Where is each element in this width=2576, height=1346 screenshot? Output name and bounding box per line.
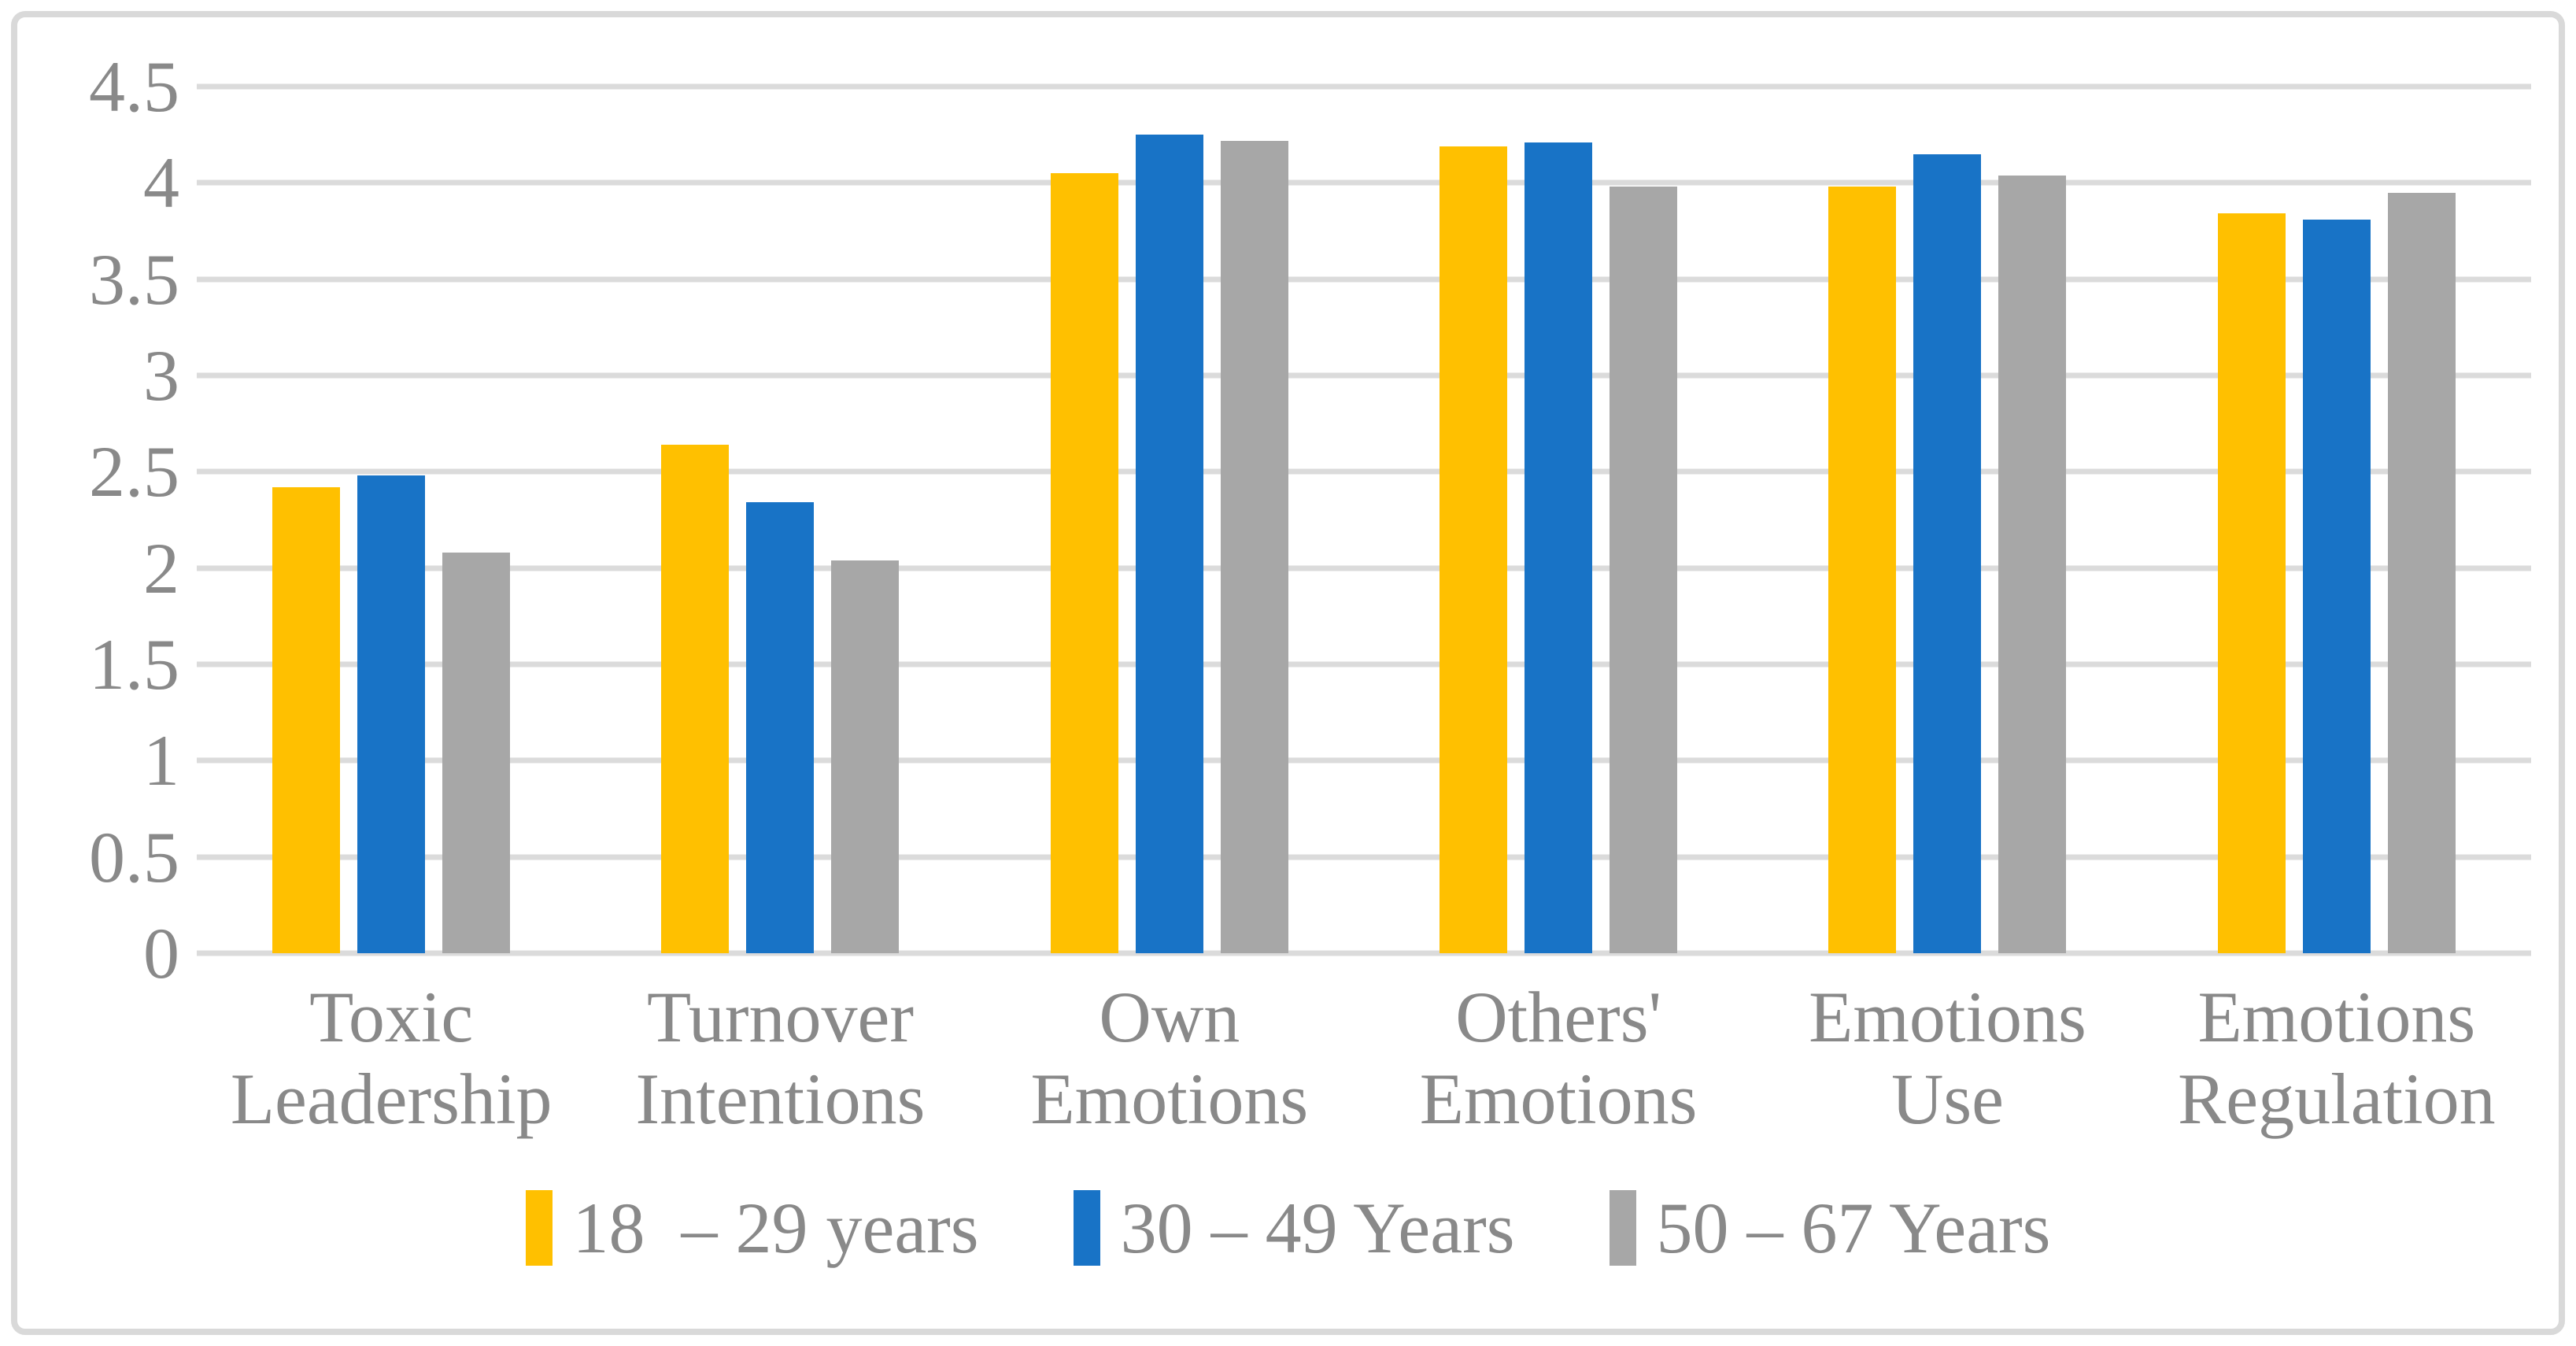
category-label-line: Turnover <box>646 977 915 1057</box>
legend-label: 18 – 29 years <box>572 1188 979 1268</box>
bar <box>1050 173 1118 953</box>
y-axis: 4.5 4 3.5 3 2.5 2 1.5 1 0.5 0 <box>0 50 179 989</box>
category-label: Emotions Use <box>1753 976 2142 1140</box>
gridline <box>197 950 2531 956</box>
category-label: Turnover Intentions <box>586 976 974 1140</box>
bars-layer <box>197 87 2531 953</box>
bar <box>746 502 815 953</box>
y-tick-label: 3.5 <box>89 239 179 320</box>
y-tick-label: 2 <box>143 527 179 608</box>
category-label: Others' Emotions <box>1364 976 1753 1140</box>
category-label-line: Leadership <box>230 1059 553 1139</box>
gridline <box>197 83 2531 90</box>
category-label-line: Emotions <box>2197 977 2476 1057</box>
gridline <box>197 276 2531 283</box>
bar <box>831 560 900 953</box>
category-label-line: Emotions Use <box>1809 977 2086 1139</box>
gridline <box>197 565 2531 571</box>
category-label-line: Emotions <box>1419 1059 1698 1139</box>
bar <box>1135 135 1203 953</box>
bar <box>272 486 341 953</box>
legend-swatch <box>1073 1190 1100 1266</box>
category-label-line: Others' <box>1455 977 1662 1057</box>
category-label-line: Own <box>1099 977 1240 1057</box>
bar-groups <box>197 87 2531 953</box>
plot-area <box>197 83 2531 956</box>
bar-group <box>586 87 974 953</box>
y-tick-label: 1.5 <box>89 624 179 704</box>
y-tick-label: 0 <box>143 913 179 993</box>
bar-group <box>1753 87 2142 953</box>
bar-group <box>2142 87 2531 953</box>
category-label-line: Toxic <box>309 977 474 1057</box>
bar <box>1913 153 1982 953</box>
bar <box>1440 146 1508 953</box>
bar <box>2302 219 2371 953</box>
bar <box>1220 140 1288 953</box>
category-label-line: Intentions <box>635 1059 926 1139</box>
gridline <box>197 372 2531 379</box>
y-tick-label: 4 <box>143 142 179 224</box>
bar <box>2217 213 2286 953</box>
bar <box>1828 187 1897 953</box>
y-tick-label: 4.5 <box>89 46 179 127</box>
bar-group <box>975 87 1364 953</box>
gridline <box>197 468 2531 475</box>
gridline <box>197 757 2531 764</box>
bar <box>442 553 511 953</box>
bar <box>1998 175 2067 953</box>
bar-group <box>197 87 586 953</box>
gridline <box>197 661 2531 667</box>
bar <box>1525 142 1593 953</box>
y-tick-label: 2.5 <box>89 431 179 512</box>
category-label: Own Emotions <box>975 976 1364 1140</box>
y-tick-label: 1 <box>143 720 179 801</box>
legend-item: 30 – 49 Years <box>1073 1186 1515 1270</box>
legend-item: 18 – 29 years <box>525 1186 979 1270</box>
legend-item: 50 – 67 Years <box>1609 1186 2051 1270</box>
legend-swatch <box>1609 1190 1636 1266</box>
y-tick-label: 0.5 <box>89 816 179 897</box>
category-label-line: Emotions <box>1030 1059 1309 1139</box>
bar <box>661 445 730 953</box>
gridline <box>197 179 2531 186</box>
bar <box>357 475 426 953</box>
legend-swatch <box>525 1190 553 1266</box>
category-label-line: Regulation <box>2177 1059 2496 1139</box>
legend-label: 30 – 49 Years <box>1120 1188 1515 1268</box>
y-tick-label: 3 <box>143 335 179 416</box>
category-label: Emotions Regulation <box>2142 976 2531 1140</box>
bar <box>1610 187 1678 953</box>
gridline <box>197 854 2531 860</box>
category-label: Toxic Leadership <box>197 976 586 1140</box>
legend-label: 50 – 67 Years <box>1656 1188 2051 1268</box>
legend: 18 – 29 years 30 – 49 Years 50 – 67 Years <box>0 1177 2576 1279</box>
bar-group <box>1364 87 1753 953</box>
bar <box>2387 192 2456 953</box>
x-axis-labels: Toxic Leadership Turnover Intentions Own Emot… <box>197 976 2531 1140</box>
